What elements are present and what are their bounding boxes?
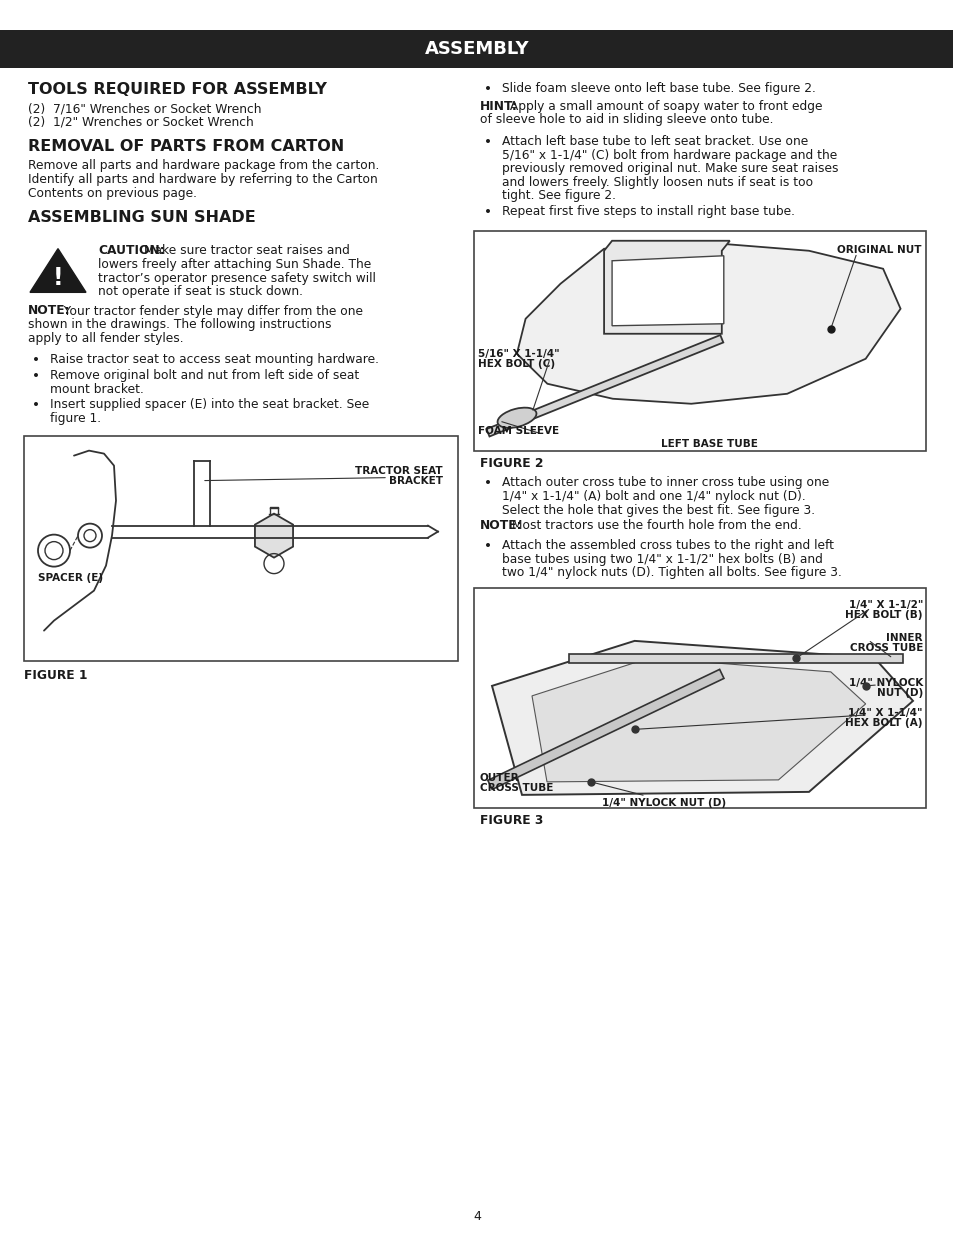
Text: tight. See figure 2.: tight. See figure 2.	[501, 189, 616, 203]
Polygon shape	[254, 514, 293, 558]
Text: •: •	[483, 477, 492, 490]
Text: FIGURE 3: FIGURE 3	[479, 814, 543, 827]
Text: two 1/4" nylock nuts (D). Tighten all bolts. See figure 3.: two 1/4" nylock nuts (D). Tighten all bo…	[501, 566, 841, 579]
Text: FIGURE 1: FIGURE 1	[24, 668, 88, 682]
Text: ASSEMBLY: ASSEMBLY	[424, 40, 529, 58]
Text: (2)  7/16" Wrenches or Socket Wrench: (2) 7/16" Wrenches or Socket Wrench	[28, 103, 261, 115]
Text: Your tractor fender style may differ from the one: Your tractor fender style may differ fro…	[55, 305, 362, 317]
Text: (2)  1/2" Wrenches or Socket Wrench: (2) 1/2" Wrenches or Socket Wrench	[28, 116, 253, 128]
Text: Repeat first five steps to install right base tube.: Repeat first five steps to install right…	[501, 205, 794, 219]
Text: Insert supplied spacer (E) into the seat bracket. See: Insert supplied spacer (E) into the seat…	[50, 399, 369, 411]
Text: Attach the assembled cross tubes to the right and left: Attach the assembled cross tubes to the …	[501, 538, 833, 552]
Text: of sleeve hole to aid in sliding sleeve onto tube.: of sleeve hole to aid in sliding sleeve …	[479, 114, 773, 126]
Polygon shape	[532, 658, 864, 782]
Text: apply to all fender styles.: apply to all fender styles.	[28, 332, 183, 345]
Text: Remove all parts and hardware package from the carton.: Remove all parts and hardware package fr…	[28, 159, 379, 173]
Text: NOTE:: NOTE:	[479, 520, 522, 532]
Bar	[474, 231, 925, 451]
Text: HEX BOLT (A): HEX BOLT (A)	[844, 718, 923, 727]
Text: Attach outer cross tube to inner cross tube using one: Attach outer cross tube to inner cross t…	[501, 477, 828, 489]
Text: NOTE:: NOTE:	[28, 305, 71, 317]
Bar	[24, 436, 457, 661]
Polygon shape	[487, 669, 723, 789]
Text: !: !	[52, 267, 63, 290]
Text: Attach left base tube to left seat bracket. Use one: Attach left base tube to left seat brack…	[501, 135, 807, 148]
Text: shown in the drawings. The following instructions: shown in the drawings. The following ins…	[28, 319, 331, 331]
Text: 5/16" x 1-1/4" (C) bolt from hardware package and the: 5/16" x 1-1/4" (C) bolt from hardware pa…	[501, 148, 837, 162]
Text: 1/4" X 1-1/2": 1/4" X 1-1/2"	[848, 600, 923, 610]
Text: FIGURE 2: FIGURE 2	[479, 457, 543, 469]
Text: •: •	[483, 538, 492, 553]
Text: ORIGINAL NUT: ORIGINAL NUT	[837, 245, 921, 254]
Text: Slide foam sleeve onto left base tube. See figure 2.: Slide foam sleeve onto left base tube. S…	[501, 82, 815, 95]
Text: 1/4" x 1-1/4" (A) bolt and one 1/4" nylock nut (D).: 1/4" x 1-1/4" (A) bolt and one 1/4" nylo…	[501, 490, 805, 503]
Text: 1/4" X 1-1/4": 1/4" X 1-1/4"	[847, 708, 923, 718]
Polygon shape	[517, 243, 900, 404]
Text: FOAM SLEEVE: FOAM SLEEVE	[477, 426, 558, 436]
Text: BRACKET: BRACKET	[389, 475, 442, 485]
Polygon shape	[492, 641, 912, 795]
Text: HEX BOLT (C): HEX BOLT (C)	[477, 358, 555, 369]
Text: •: •	[32, 399, 40, 412]
Text: •: •	[483, 135, 492, 149]
Text: HEX BOLT (B): HEX BOLT (B)	[844, 610, 923, 620]
Text: tractor’s operator presence safety switch will: tractor’s operator presence safety switc…	[98, 272, 375, 285]
Polygon shape	[486, 335, 722, 436]
Text: HINT:: HINT:	[479, 100, 517, 112]
Text: 5/16" X 1-1/4": 5/16" X 1-1/4"	[477, 348, 559, 358]
Text: not operate if seat is stuck down.: not operate if seat is stuck down.	[98, 285, 303, 299]
Text: •: •	[483, 205, 492, 219]
Text: Contents on previous page.: Contents on previous page.	[28, 186, 196, 200]
Text: OUTER: OUTER	[479, 773, 519, 783]
Text: Select the hole that gives the best fit. See figure 3.: Select the hole that gives the best fit.…	[501, 504, 814, 516]
Text: mount bracket.: mount bracket.	[50, 383, 144, 395]
Text: SPACER (E): SPACER (E)	[38, 573, 103, 583]
Text: base tubes using two 1/4" x 1-1/2" hex bolts (B) and: base tubes using two 1/4" x 1-1/2" hex b…	[501, 552, 822, 566]
Text: TOOLS REQUIRED FOR ASSEMBLY: TOOLS REQUIRED FOR ASSEMBLY	[28, 82, 327, 98]
Ellipse shape	[497, 408, 536, 427]
Text: CROSS TUBE: CROSS TUBE	[479, 783, 553, 793]
Text: •: •	[32, 369, 40, 383]
Text: •: •	[32, 353, 40, 368]
Text: REMOVAL OF PARTS FROM CARTON: REMOVAL OF PARTS FROM CARTON	[28, 140, 344, 154]
Text: 1/4" NYLOCK: 1/4" NYLOCK	[848, 678, 923, 688]
Text: Remove original bolt and nut from left side of seat: Remove original bolt and nut from left s…	[50, 369, 359, 382]
Text: Raise tractor seat to access seat mounting hardware.: Raise tractor seat to access seat mounti…	[50, 353, 378, 367]
Text: NUT (D): NUT (D)	[876, 688, 923, 698]
Polygon shape	[30, 248, 86, 293]
Polygon shape	[612, 256, 723, 326]
Text: •: •	[483, 82, 492, 96]
Bar	[569, 653, 902, 663]
Text: ASSEMBLING SUN SHADE: ASSEMBLING SUN SHADE	[28, 210, 255, 226]
Text: and lowers freely. Slightly loosen nuts if seat is too: and lowers freely. Slightly loosen nuts …	[501, 175, 812, 189]
Text: CAUTION:: CAUTION:	[98, 245, 165, 258]
Text: CROSS TUBE: CROSS TUBE	[849, 643, 923, 653]
Text: Most tractors use the fourth hole from the end.: Most tractors use the fourth hole from t…	[507, 520, 801, 532]
Polygon shape	[603, 241, 729, 333]
Text: INNER: INNER	[885, 632, 923, 643]
Text: TRACTOR SEAT: TRACTOR SEAT	[355, 466, 442, 475]
Text: previously removed original nut. Make sure seat raises: previously removed original nut. Make su…	[501, 162, 838, 175]
Bar	[474, 588, 925, 808]
Text: Make sure tractor seat raises and: Make sure tractor seat raises and	[140, 245, 350, 258]
Text: LEFT BASE TUBE: LEFT BASE TUBE	[659, 438, 757, 448]
Text: figure 1.: figure 1.	[50, 412, 101, 425]
Text: Apply a small amount of soapy water to front edge: Apply a small amount of soapy water to f…	[506, 100, 822, 112]
Text: 1/4" NYLOCK NUT (D): 1/4" NYLOCK NUT (D)	[601, 798, 725, 808]
Text: 4: 4	[473, 1210, 480, 1223]
Text: lowers freely after attaching Sun Shade. The: lowers freely after attaching Sun Shade.…	[98, 258, 371, 272]
Bar	[0, 30, 953, 68]
Text: Identify all parts and hardware by referring to the Carton: Identify all parts and hardware by refer…	[28, 173, 377, 186]
